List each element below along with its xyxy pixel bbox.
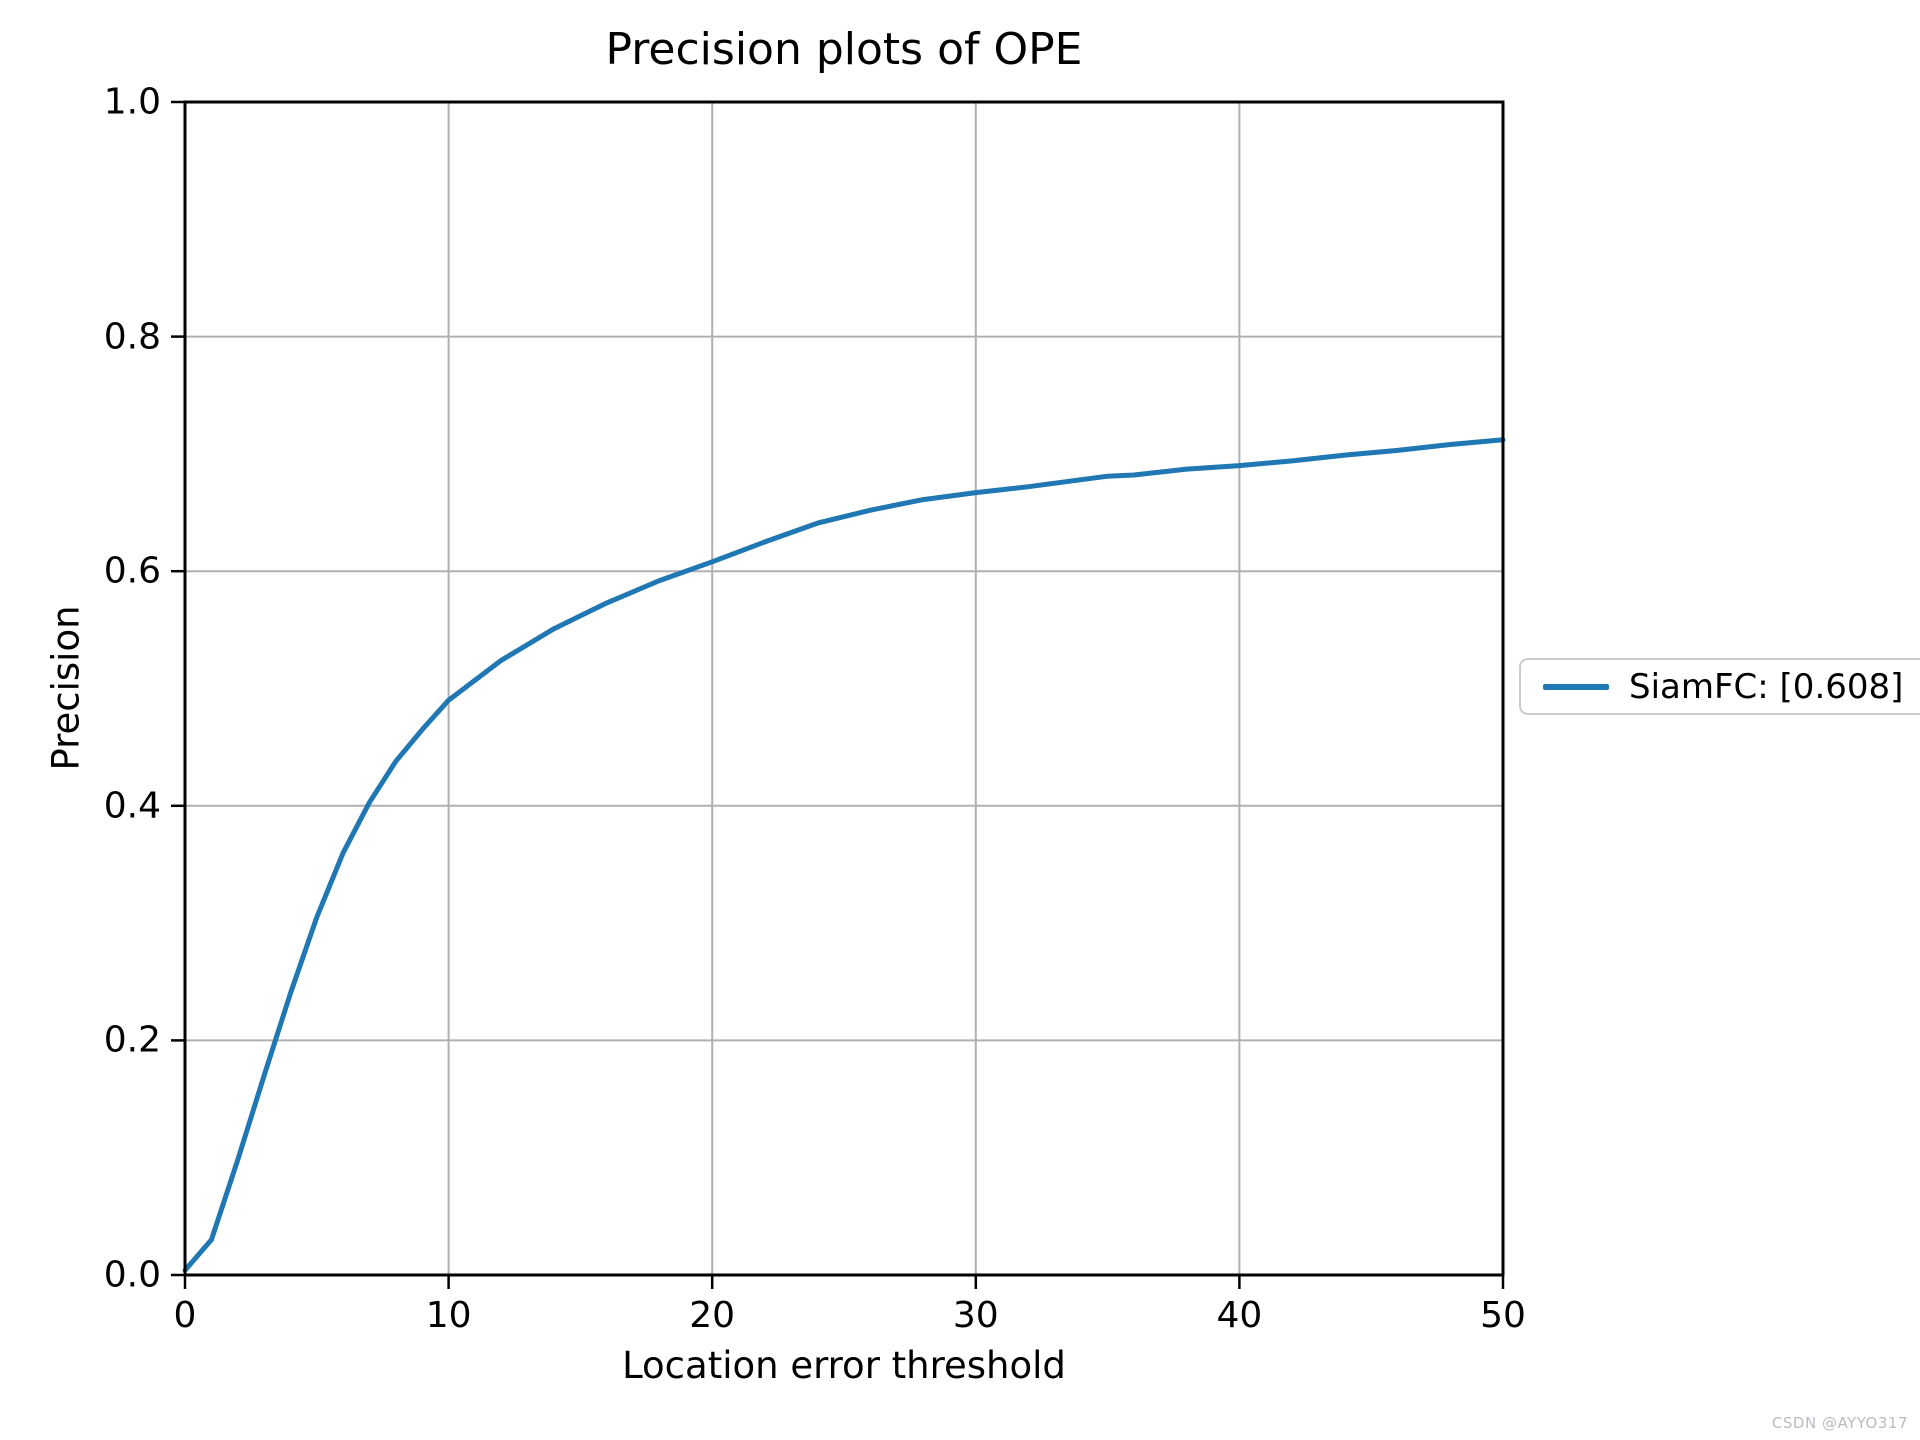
x-tick-label: 20 xyxy=(689,1295,736,1336)
chart-title: Precision plots of OPE xyxy=(605,24,1083,75)
watermark-text: CSDN @AYYO317 xyxy=(1771,1414,1908,1432)
y-tick-label: 0.8 xyxy=(103,316,161,358)
y-axis-label: Precision xyxy=(44,605,88,771)
x-tick-label: 30 xyxy=(952,1295,999,1336)
y-tick-label: 0.4 xyxy=(103,785,161,827)
precision-curve xyxy=(182,437,1506,1273)
y-tick-label: 0.6 xyxy=(103,550,161,592)
axes-spines xyxy=(183,100,1505,1277)
grid-lines xyxy=(184,101,1504,1276)
tick-marks xyxy=(171,100,1505,1289)
y-tick-label: 1.0 xyxy=(103,81,161,123)
legend-line-swatch xyxy=(1543,683,1609,690)
x-axis-label: Location error threshold xyxy=(622,1344,1066,1387)
x-tick-label: 50 xyxy=(1480,1295,1526,1336)
legend-series-label: SiamFC: [0.608] xyxy=(1629,666,1904,707)
legend-box: SiamFC: [0.608] xyxy=(1519,658,1920,715)
x-tick-label: 10 xyxy=(425,1295,472,1336)
y-tick-label: 0.2 xyxy=(103,1019,161,1061)
x-tick-label: 40 xyxy=(1216,1295,1263,1336)
x-tick-label: 0 xyxy=(173,1295,197,1336)
y-tick-label: 0.0 xyxy=(103,1254,161,1296)
